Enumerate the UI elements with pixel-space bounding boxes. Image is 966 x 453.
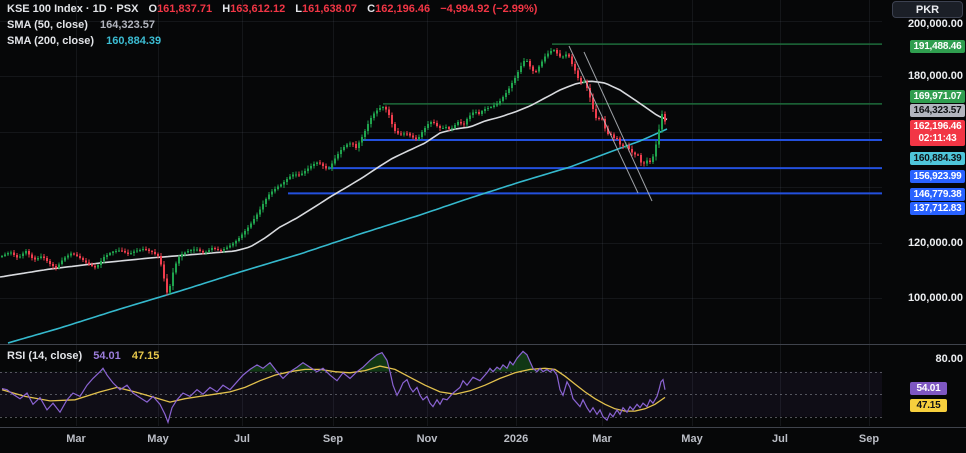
rsi-line bbox=[1, 350, 666, 425]
time-axis-label: Jul bbox=[772, 433, 788, 445]
sma50-value: 164,323.57 bbox=[99, 19, 156, 31]
sma50-line bbox=[0, 80, 668, 278]
support-level-badge: 156,923.99 bbox=[910, 170, 965, 183]
time-axis-label: Jul bbox=[234, 433, 250, 445]
support-level-badge: 146,779.38 bbox=[910, 188, 965, 201]
gridlines bbox=[0, 0, 882, 426]
rsi-overbought-fill bbox=[100, 351, 555, 372]
low-pair: L161,638.07 bbox=[295, 3, 358, 15]
sma200-value: 160,884.39 bbox=[106, 35, 162, 47]
time-axis-label: 2026 bbox=[503, 433, 529, 445]
change-value: −4,994.92 (−2.99%) bbox=[440, 3, 538, 15]
countdown-timer: 02:11:43 bbox=[918, 133, 957, 144]
sma200-price-badge: 160,884.39 bbox=[910, 152, 965, 165]
rsi-label: RSI (14, close) bbox=[7, 350, 83, 362]
high-value: 163,612.12 bbox=[230, 3, 286, 15]
sma200-label: SMA (200, close) bbox=[7, 35, 95, 47]
rsi-legend: RSI (14, close) 54.01 47.15 bbox=[7, 350, 159, 362]
time-axis-label: Sep bbox=[322, 433, 344, 445]
open-value: 161,837.71 bbox=[157, 3, 213, 15]
rsi-axis-label: 80.00 bbox=[935, 353, 963, 365]
time-axis-label: Mar bbox=[592, 433, 612, 445]
time-axis-label: May bbox=[681, 433, 703, 445]
rsi-value-badge: 54.01 bbox=[910, 382, 947, 395]
high-pair: H163,612.12 bbox=[222, 3, 286, 15]
symbol-title: KSE 100 Index · 1D · PSX bbox=[7, 3, 139, 15]
time-axis-label: Mar bbox=[66, 433, 86, 445]
sma50-row: SMA (50, close) 164,323.57 bbox=[7, 17, 537, 33]
support-level-badge: 137,712.83 bbox=[910, 202, 965, 215]
sma50-price-badge: 164,323.57 bbox=[910, 104, 965, 117]
symbol-ohlc-row: KSE 100 Index · 1D · PSX O161,837.71 H16… bbox=[7, 1, 537, 17]
close-value: 162,196.46 bbox=[375, 3, 431, 15]
close-pair: C162,196.46 bbox=[367, 3, 431, 15]
rsi-ma-line bbox=[1, 365, 666, 412]
low-value: 161,638.07 bbox=[302, 3, 358, 15]
time-axis-label: Sep bbox=[858, 433, 880, 445]
resistance-level-badge: 191,488.46 bbox=[910, 40, 965, 53]
price-axis-label: 200,000.00 bbox=[907, 18, 963, 30]
price-axis-label: 120,000.00 bbox=[907, 237, 963, 249]
last-price-badge: 162,196.46 02:11:43 bbox=[910, 120, 965, 146]
resistance-level-badge: 169,971.07 bbox=[910, 90, 965, 103]
sma200-row: SMA (200, close) 160,884.39 bbox=[7, 33, 537, 49]
trendline bbox=[583, 51, 653, 202]
time-axis-label: May bbox=[147, 433, 169, 445]
candlestick-series bbox=[1, 47, 666, 296]
trendline bbox=[568, 45, 639, 194]
sma50-label: SMA (50, close) bbox=[7, 19, 88, 31]
time-axis-label: Nov bbox=[416, 433, 438, 445]
price-axis-label: 180,000.00 bbox=[907, 70, 963, 82]
sma200-line bbox=[7, 128, 668, 344]
price-axis-label: 100,000.00 bbox=[907, 292, 963, 304]
rsi-ma-value: 47.15 bbox=[131, 350, 160, 362]
legend: KSE 100 Index · 1D · PSX O161,837.71 H16… bbox=[7, 1, 537, 49]
open-pair: O161,837.71 bbox=[148, 3, 213, 15]
rsi-value: 54.01 bbox=[93, 350, 121, 362]
rsi-ma-value-badge: 47.15 bbox=[910, 399, 947, 412]
currency-toggle-button[interactable]: PKR bbox=[892, 1, 963, 18]
